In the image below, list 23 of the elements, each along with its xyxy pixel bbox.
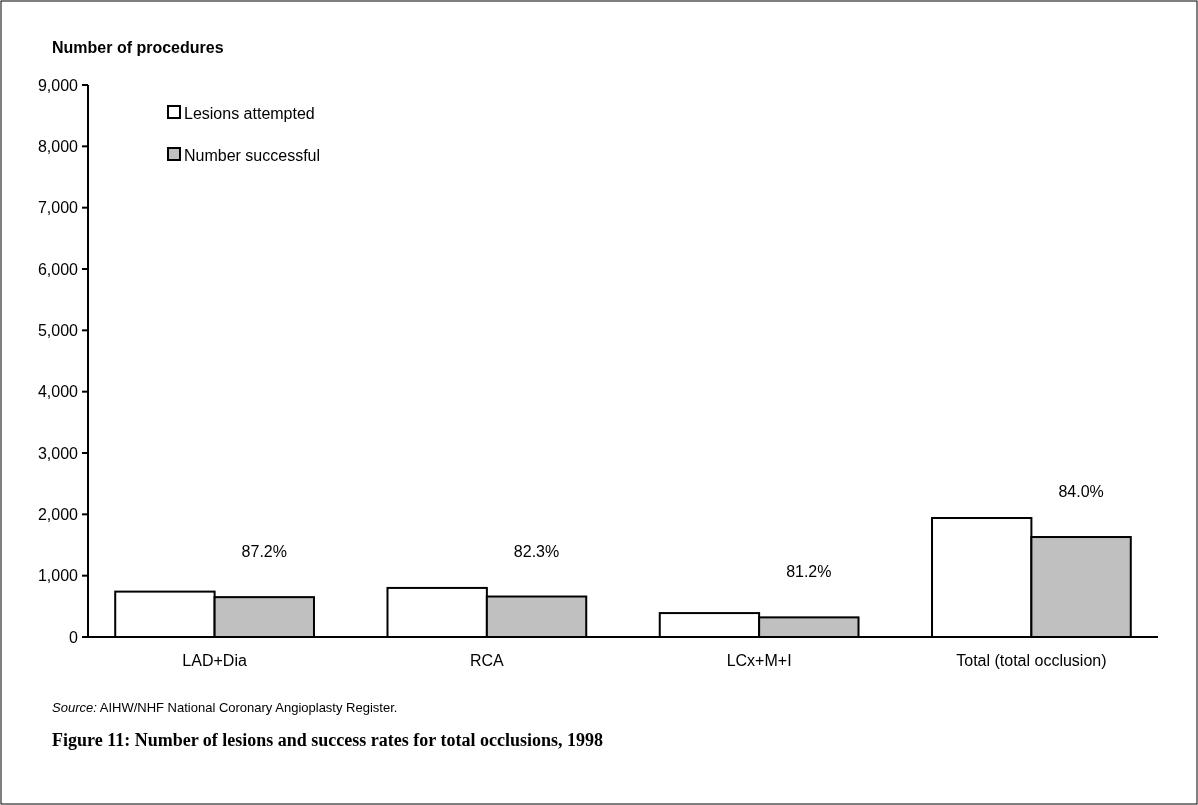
annotation: 87.2% — [241, 543, 287, 561]
y-tick-label: 3,000 — [37, 444, 79, 462]
y-tick-label: 2,000 — [37, 505, 79, 523]
y-axis-title: Number of procedures — [52, 39, 224, 56]
y-tick-label: 8,000 — [37, 137, 79, 155]
source-note: Source: AIHW/NHF National Coronary Angioplasty Register. — [52, 700, 398, 715]
y-tick-label: 4,000 — [37, 383, 79, 401]
x-tick-label: LAD+Dia — [182, 652, 247, 669]
legend-label: Number successful — [184, 146, 321, 164]
x-tick-label: Total (total occlusion) — [956, 652, 1107, 669]
x-tick-label: LCx+M+I — [726, 652, 792, 669]
x-tick-label: RCA — [469, 652, 505, 669]
y-tick-label: 1,000 — [37, 567, 79, 585]
y-tick-label: 6,000 — [37, 260, 79, 278]
annotation: 84.0% — [1058, 483, 1104, 501]
y-tick-label: 5,000 — [37, 321, 79, 339]
y-tick-label: 7,000 — [37, 199, 79, 217]
y-tick-label: 0 — [69, 628, 79, 646]
text: Figure 11: Number of lesions and success rates for total occlusions, 1998 — [52, 730, 603, 750]
annotation: 81.2% — [786, 563, 832, 581]
y-tick-label: 9,000 — [37, 76, 79, 94]
annotation: 82.3% — [513, 542, 560, 560]
legend-label: Lesions attempted — [184, 104, 315, 122]
